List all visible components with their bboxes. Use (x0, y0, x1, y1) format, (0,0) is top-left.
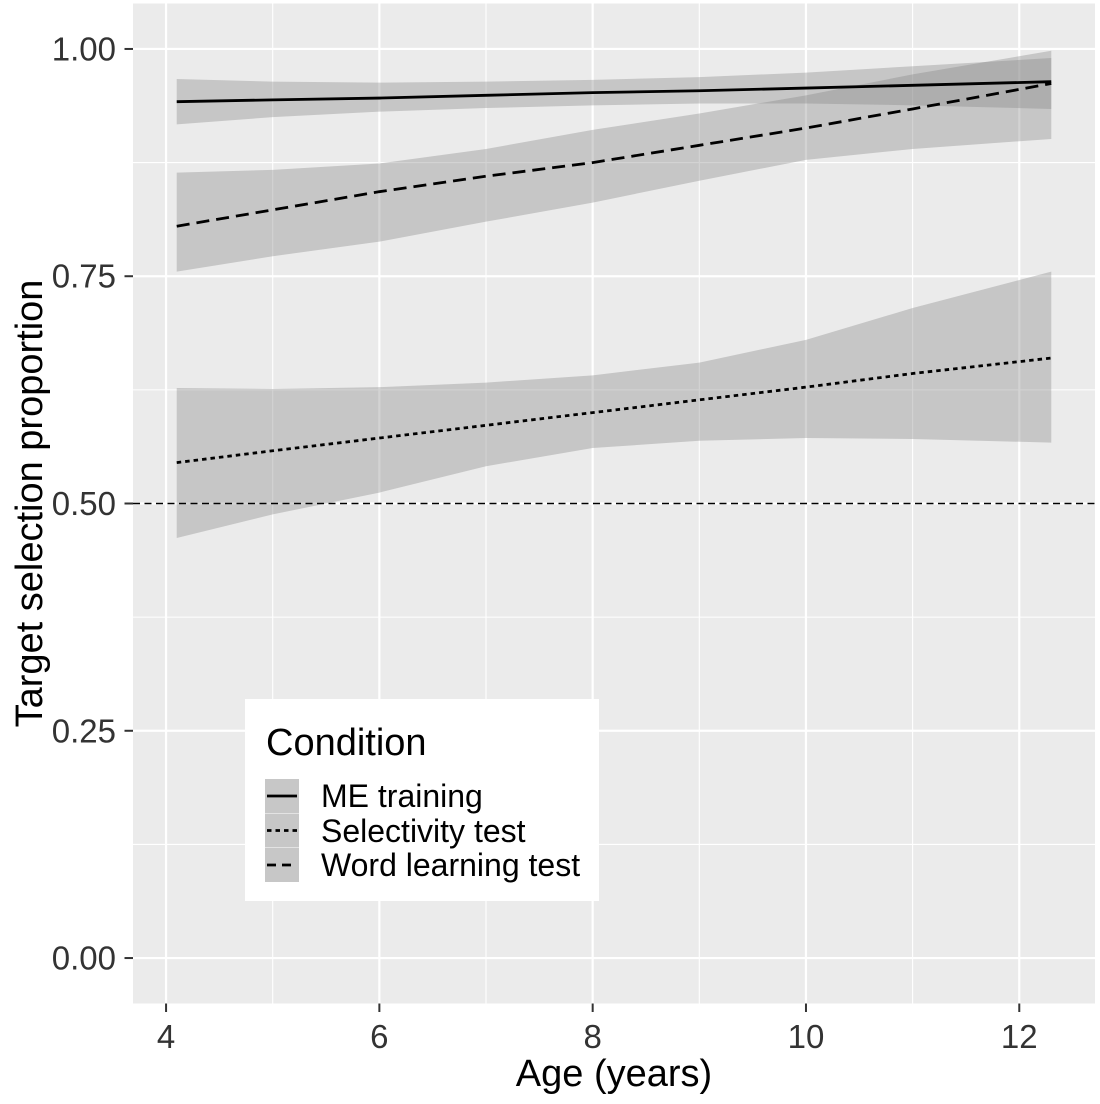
legend-label-me-training: ME training (321, 778, 483, 814)
legend: Condition ME training Selectivity test W… (245, 699, 599, 901)
series-line-me-training (176, 80, 1052, 104)
series-line-word-learning-test (176, 82, 1052, 228)
x-axis-tick-label: 4 (157, 1018, 175, 1055)
y-axis-tick-label: 0.00 (52, 940, 116, 977)
legend-label-selectivity-test: Selectivity test (321, 813, 526, 849)
y-axis-tick-label: 0.25 (52, 712, 116, 749)
legend-title: Condition (266, 722, 427, 764)
x-axis-tick-label: 12 (1001, 1018, 1038, 1055)
legend-box (245, 699, 599, 901)
x-axis-title: Age (years) (516, 1053, 712, 1095)
x-axis-tick-label: 10 (788, 1018, 825, 1055)
confidence-ribbon-word-learning-test (176, 50, 1052, 272)
x-axis-tick-label: 6 (370, 1018, 388, 1055)
confidence-ribbon-selectivity-test (176, 271, 1052, 539)
x-axis-tick-label: 8 (583, 1018, 601, 1055)
legend-keys (265, 779, 299, 882)
series-lines (176, 80, 1052, 464)
y-axis-tick-label: 1.00 (52, 30, 116, 67)
y-axis: 0.00 0.25 0.50 0.75 1.00 (52, 30, 133, 977)
series-line-selectivity-test (176, 356, 1052, 464)
x-axis: 4 6 8 10 12 (157, 1003, 1038, 1055)
y-axis-tick-label: 0.50 (52, 485, 116, 522)
y-axis-title: Target selection proportion (9, 280, 51, 728)
y-axis-tick-label: 0.75 (52, 258, 116, 295)
legend-label-word-learning-test: Word learning test (321, 847, 580, 883)
